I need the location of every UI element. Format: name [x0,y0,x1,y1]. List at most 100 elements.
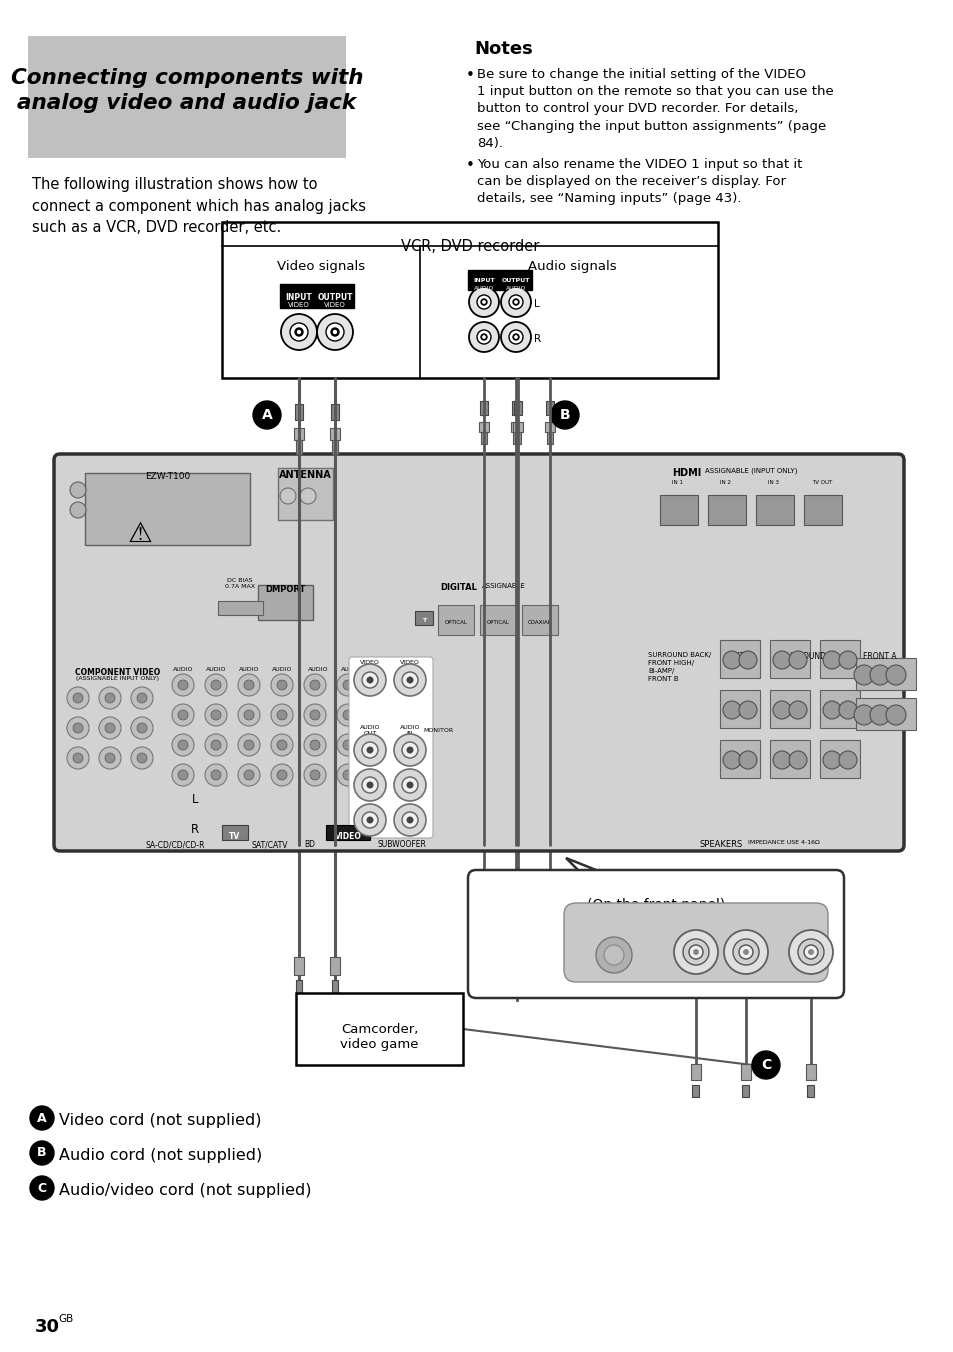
Bar [332,439,337,454]
Circle shape [480,299,486,306]
Bar [222,825,248,840]
Bar [707,495,745,525]
Circle shape [343,680,353,690]
Text: EZW-T100: EZW-T100 [145,472,191,481]
Text: DC BIAS: DC BIAS [227,579,253,583]
Bar [544,422,555,433]
Circle shape [838,652,856,669]
Text: TV: TV [229,831,240,841]
Bar [855,698,915,730]
Text: SUBWOOFER: SUBWOOFER [377,840,426,849]
Bar [740,1064,750,1080]
Bar [295,992,462,1065]
Text: AUDIO: AUDIO [308,667,328,672]
Circle shape [401,813,417,827]
Circle shape [509,295,522,310]
Bar [514,402,521,415]
Bar [257,585,313,621]
Circle shape [515,300,517,303]
Bar [692,1086,699,1096]
Text: IN 2: IN 2 [720,480,731,485]
Circle shape [178,680,188,690]
Text: DMPORT: DMPORT [265,585,305,594]
Circle shape [500,287,531,316]
Circle shape [476,330,491,343]
Circle shape [70,502,86,518]
Bar [690,1064,700,1080]
Circle shape [343,740,353,750]
Bar [567,875,613,879]
Bar [515,433,520,443]
Text: •: • [465,158,475,173]
Circle shape [366,781,374,788]
Circle shape [822,652,841,669]
Text: Camcorder,
video game: Camcorder, video game [340,1023,418,1051]
Circle shape [310,740,319,750]
Bar [468,270,532,289]
Text: Connecting components with
analog video and audio jack: Connecting components with analog video … [10,68,363,112]
Text: VIDEO: VIDEO [359,660,379,665]
Bar [546,968,553,980]
Circle shape [722,652,740,669]
Circle shape [772,750,790,769]
Text: Audio signals: Audio signals [527,260,616,273]
Circle shape [394,664,426,696]
Circle shape [361,777,377,794]
Bar [820,740,859,777]
Text: AUDIO: AUDIO [172,667,193,672]
Bar [769,740,809,777]
Circle shape [271,675,293,696]
Text: C: C [37,1182,47,1195]
Text: ANTENNA: ANTENNA [278,470,331,480]
Circle shape [722,700,740,719]
Text: Audio cord (not supplied): Audio cord (not supplied) [59,1148,262,1163]
Circle shape [304,704,326,726]
Text: MONITOR: MONITOR [422,727,453,733]
Text: Notes: Notes [474,41,532,58]
Text: (ASSIGNABLE INPUT ONLY): (ASSIGNABLE INPUT ONLY) [76,676,159,681]
Text: SA-CD/CD/CD-R: SA-CD/CD/CD-R [145,840,205,849]
Text: The following illustration shows how to
connect a component which has analog jac: The following illustration shows how to … [32,177,366,235]
Text: Video signals: Video signals [276,260,365,273]
Circle shape [310,680,319,690]
Bar [326,825,370,840]
Bar [855,658,915,690]
Circle shape [172,704,193,726]
Text: INPUT: INPUT [285,293,312,301]
Circle shape [271,764,293,786]
Text: OPTICAL: OPTICAL [486,621,509,625]
Circle shape [513,299,518,306]
Bar [820,639,859,677]
Text: SURROUND: SURROUND [782,652,826,661]
Text: OUTPUT: OUTPUT [501,279,530,283]
Circle shape [299,488,315,504]
Text: R: R [534,334,540,343]
Circle shape [406,781,413,788]
Circle shape [788,700,806,719]
Circle shape [885,665,905,685]
Circle shape [366,746,374,753]
Bar [769,639,809,677]
Circle shape [67,717,89,740]
Circle shape [237,704,260,726]
Circle shape [73,723,83,733]
Circle shape [105,723,115,733]
Circle shape [336,675,358,696]
Text: INPUT: INPUT [473,279,495,283]
Circle shape [401,777,417,794]
Circle shape [304,734,326,756]
Text: COAXIAL: COAXIAL [528,621,551,625]
Text: TV OUT: TV OUT [811,480,831,485]
Circle shape [105,753,115,763]
Circle shape [343,710,353,721]
Circle shape [772,700,790,719]
Circle shape [551,402,578,429]
Text: AUDIO: AUDIO [399,725,420,730]
Text: Video cord (not supplied): Video cord (not supplied) [59,1113,261,1128]
Circle shape [205,764,227,786]
Bar [331,404,338,420]
Circle shape [304,675,326,696]
Bar [280,284,354,308]
Bar [803,495,841,525]
Circle shape [99,687,121,708]
